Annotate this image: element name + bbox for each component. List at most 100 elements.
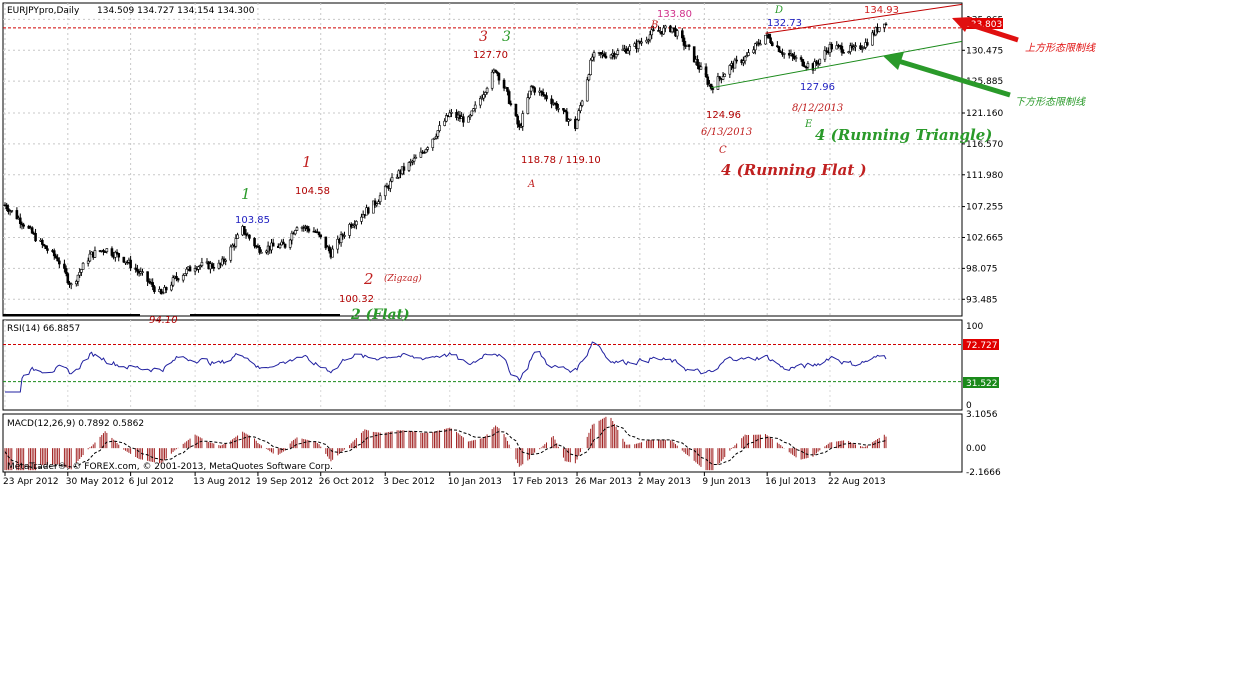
rsi-lower-level-label: 31.522 (966, 379, 998, 389)
candle-body (66, 273, 70, 284)
candle-body (185, 268, 188, 274)
price-label-103-85: 103.85 (235, 215, 270, 226)
candle-body (743, 56, 747, 62)
candle-body (15, 210, 19, 220)
candle-body (662, 27, 665, 35)
candle-body (103, 251, 107, 253)
candle-body (175, 276, 178, 279)
candle-body (153, 286, 156, 292)
candle-body (636, 41, 640, 49)
candle-body (290, 232, 294, 241)
candle-body (353, 224, 356, 227)
candle-body (502, 79, 506, 89)
candle-body (721, 76, 725, 80)
candle-body (482, 94, 485, 99)
candle-body (745, 55, 749, 58)
candle-body (63, 263, 66, 269)
y-tick-label: 121.160 (966, 109, 1003, 119)
candle-body (776, 45, 779, 47)
candle-body (592, 52, 596, 58)
candle-body (704, 66, 708, 78)
rsi-line (5, 341, 887, 393)
candle-body (518, 123, 521, 128)
candle-body (411, 160, 414, 163)
candle-body (361, 214, 365, 218)
candle-body (141, 271, 144, 273)
candle-body (753, 43, 757, 51)
candle-body (253, 238, 256, 247)
candle-body (151, 282, 154, 288)
candle-body (562, 108, 565, 111)
candle-body (495, 71, 499, 74)
candle-body (706, 76, 710, 85)
price-label-104-58: 104.58 (295, 186, 330, 197)
candle-body (687, 44, 691, 47)
candle-body (723, 73, 727, 77)
candle-body (752, 49, 755, 53)
candle-body (764, 34, 767, 45)
candle-body (567, 119, 570, 122)
candle-body (604, 55, 608, 59)
candle-body (871, 32, 874, 46)
candle-body (692, 46, 696, 63)
wave-e-label: E (804, 119, 813, 130)
candle-body (431, 138, 435, 148)
candle-body (27, 225, 31, 229)
candle-body (813, 61, 817, 71)
candle-body (105, 248, 109, 252)
candle-body (860, 48, 864, 50)
price-label-118-78: 118.78 / 119.10 (521, 155, 601, 166)
x-tick-label: 10 Jan 2013 (448, 477, 502, 487)
candle-body (366, 207, 370, 214)
candle-body (699, 66, 703, 70)
candle-body (540, 90, 543, 93)
candle-body (56, 257, 59, 262)
candle-body (528, 90, 531, 98)
candle-body (563, 109, 567, 113)
candle-body (609, 54, 613, 59)
copyright-text: MetaTrader®, © FOREX.com, © 2001-2013, M… (7, 462, 333, 472)
candle-body (480, 97, 484, 100)
x-tick-label: 6 Jul 2012 (129, 477, 174, 487)
candle-body (86, 260, 90, 264)
candle-body (54, 255, 58, 258)
candle-body (823, 50, 827, 60)
candle-body (115, 251, 119, 254)
candle-body (147, 281, 151, 283)
candle-body (742, 60, 745, 64)
candle-body (803, 65, 806, 68)
candle-body (198, 265, 202, 268)
candle-body (343, 235, 346, 237)
candle-body (877, 27, 881, 32)
candle-body (171, 277, 175, 286)
candle-body (468, 114, 472, 118)
candle-body (117, 253, 121, 258)
candle-body (426, 147, 429, 150)
candle-body (307, 228, 311, 232)
y-tick-label: 125.885 (966, 77, 1003, 87)
candle-body (183, 273, 187, 276)
candle-body (759, 43, 762, 46)
candle-body (434, 136, 438, 139)
candle-body (159, 289, 163, 295)
x-tick-label: 2 May 2013 (638, 477, 691, 487)
candle-body (602, 53, 606, 57)
candle-body (681, 30, 684, 39)
candle-body (777, 46, 781, 52)
candle-body (847, 51, 850, 53)
candle-body (433, 137, 436, 140)
candle-body (799, 57, 803, 60)
x-tick-label: 30 May 2012 (66, 477, 125, 487)
candle-body (327, 246, 331, 252)
candle-body (34, 233, 37, 242)
y-tick-label: 107.255 (966, 203, 1003, 213)
candle-body (76, 274, 80, 282)
upper-limit-label: 上方形态限制线 (1025, 42, 1096, 54)
candle-body (650, 29, 654, 36)
x-tick-label: 26 Oct 2012 (319, 477, 375, 487)
candle-body (18, 217, 22, 225)
candle-body (791, 53, 794, 57)
price-label-127-96: 127.96 (800, 82, 835, 93)
candle-body (467, 116, 470, 123)
candle-body (412, 157, 416, 162)
